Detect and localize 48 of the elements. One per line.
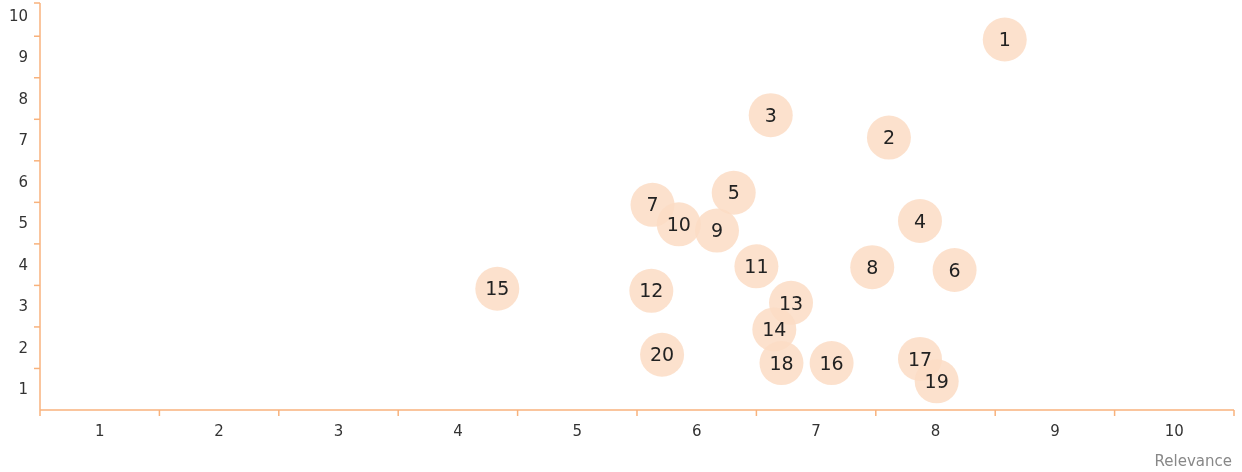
annotation: 6: [948, 258, 961, 281]
annotation: 18: [769, 351, 794, 374]
y-tick-label: 1: [18, 380, 28, 399]
y-tick-label: 7: [18, 131, 28, 150]
annotation: 10: [666, 213, 691, 236]
annotation: 16: [819, 351, 844, 374]
annotation: 1: [998, 28, 1011, 51]
annotation: 9: [710, 219, 724, 242]
x-tick-label: 6: [691, 422, 702, 440]
x-tick-label: 9: [1050, 422, 1060, 440]
point: [897, 199, 942, 244]
point: [748, 93, 793, 138]
annotation: 7: [646, 193, 659, 216]
annotation: 5: [727, 181, 740, 204]
x-tick-label: 10: [1164, 422, 1184, 440]
annotation: 20: [649, 343, 675, 366]
annotation: 19: [924, 369, 949, 392]
x-tick-label: 1: [94, 422, 105, 440]
x-tick-label: 8: [930, 422, 941, 440]
annotation: 2: [882, 126, 895, 149]
y-tick-label: 6: [18, 172, 28, 191]
x-axis-title: Relevance: [1154, 452, 1232, 470]
x-tick-label: 7: [811, 422, 821, 440]
x-tick-label: 3: [333, 422, 344, 440]
x-tick-label: 2: [214, 422, 224, 440]
y-tick-label: 10: [8, 6, 28, 25]
point: [932, 248, 977, 293]
point: [711, 170, 756, 215]
y-tick-label: 3: [18, 297, 28, 316]
annotation: 15: [485, 277, 510, 300]
annotation: 4: [913, 209, 927, 232]
annotation: 13: [778, 291, 804, 314]
y-tick-label: 9: [18, 48, 28, 67]
point: [866, 115, 911, 160]
y-tick-label: 4: [18, 255, 28, 274]
x-tick-label: 4: [453, 422, 463, 440]
annotation: 11: [744, 254, 769, 277]
point: [850, 245, 895, 290]
point: [982, 17, 1027, 62]
y-tick-label: 8: [18, 89, 28, 108]
annotation: 12: [639, 279, 664, 302]
annotation: 17: [907, 347, 933, 370]
annotation: 14: [762, 318, 787, 341]
annotation: 3: [764, 103, 777, 126]
x-tick-label: 5: [572, 422, 583, 440]
annotation: 8: [866, 255, 879, 278]
y-tick-label: 2: [18, 338, 28, 357]
y-tick-label: 5: [18, 214, 28, 233]
